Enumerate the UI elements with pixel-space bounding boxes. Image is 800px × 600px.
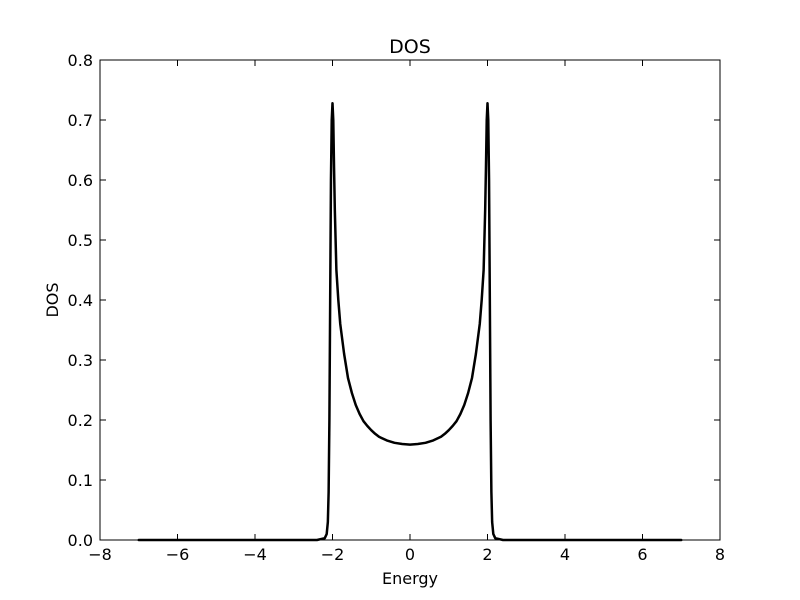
y-tick-label: 0.7 xyxy=(68,111,93,130)
y-tick-label: 0.2 xyxy=(68,411,93,430)
x-tick-label: −2 xyxy=(321,545,345,564)
plot-area xyxy=(99,59,721,541)
x-tick-label: 0 xyxy=(405,545,415,564)
y-tick-label: 0.1 xyxy=(68,471,93,490)
x-tick-label: 4 xyxy=(560,545,570,564)
y-tick-label: 0.8 xyxy=(68,51,93,70)
chart-title: DOS xyxy=(389,36,431,58)
x-tick-label: −6 xyxy=(166,545,190,564)
x-tick-label: −4 xyxy=(243,545,267,564)
y-axis-label: DOS xyxy=(43,282,62,317)
y-axis: 0.0 0.1 0.2 0.3 0.4 0.5 0.6 0.7 0.8 xyxy=(68,51,720,550)
y-tick-label: 0.6 xyxy=(68,171,93,190)
x-tick-label: 2 xyxy=(482,545,492,564)
x-axis: −8 −6 −4 −2 0 2 4 6 8 xyxy=(88,60,725,564)
x-axis-label: Energy xyxy=(382,569,438,588)
y-tick-label: 0.5 xyxy=(68,231,93,250)
y-tick-label: 0.0 xyxy=(68,531,93,550)
series-line-dos xyxy=(137,101,683,542)
y-tick-label: 0.4 xyxy=(68,291,93,310)
x-tick-label: −8 xyxy=(88,545,112,564)
x-tick-label: 8 xyxy=(715,545,725,564)
x-tick-label: 6 xyxy=(637,545,647,564)
y-tick-label: 0.3 xyxy=(68,351,93,370)
